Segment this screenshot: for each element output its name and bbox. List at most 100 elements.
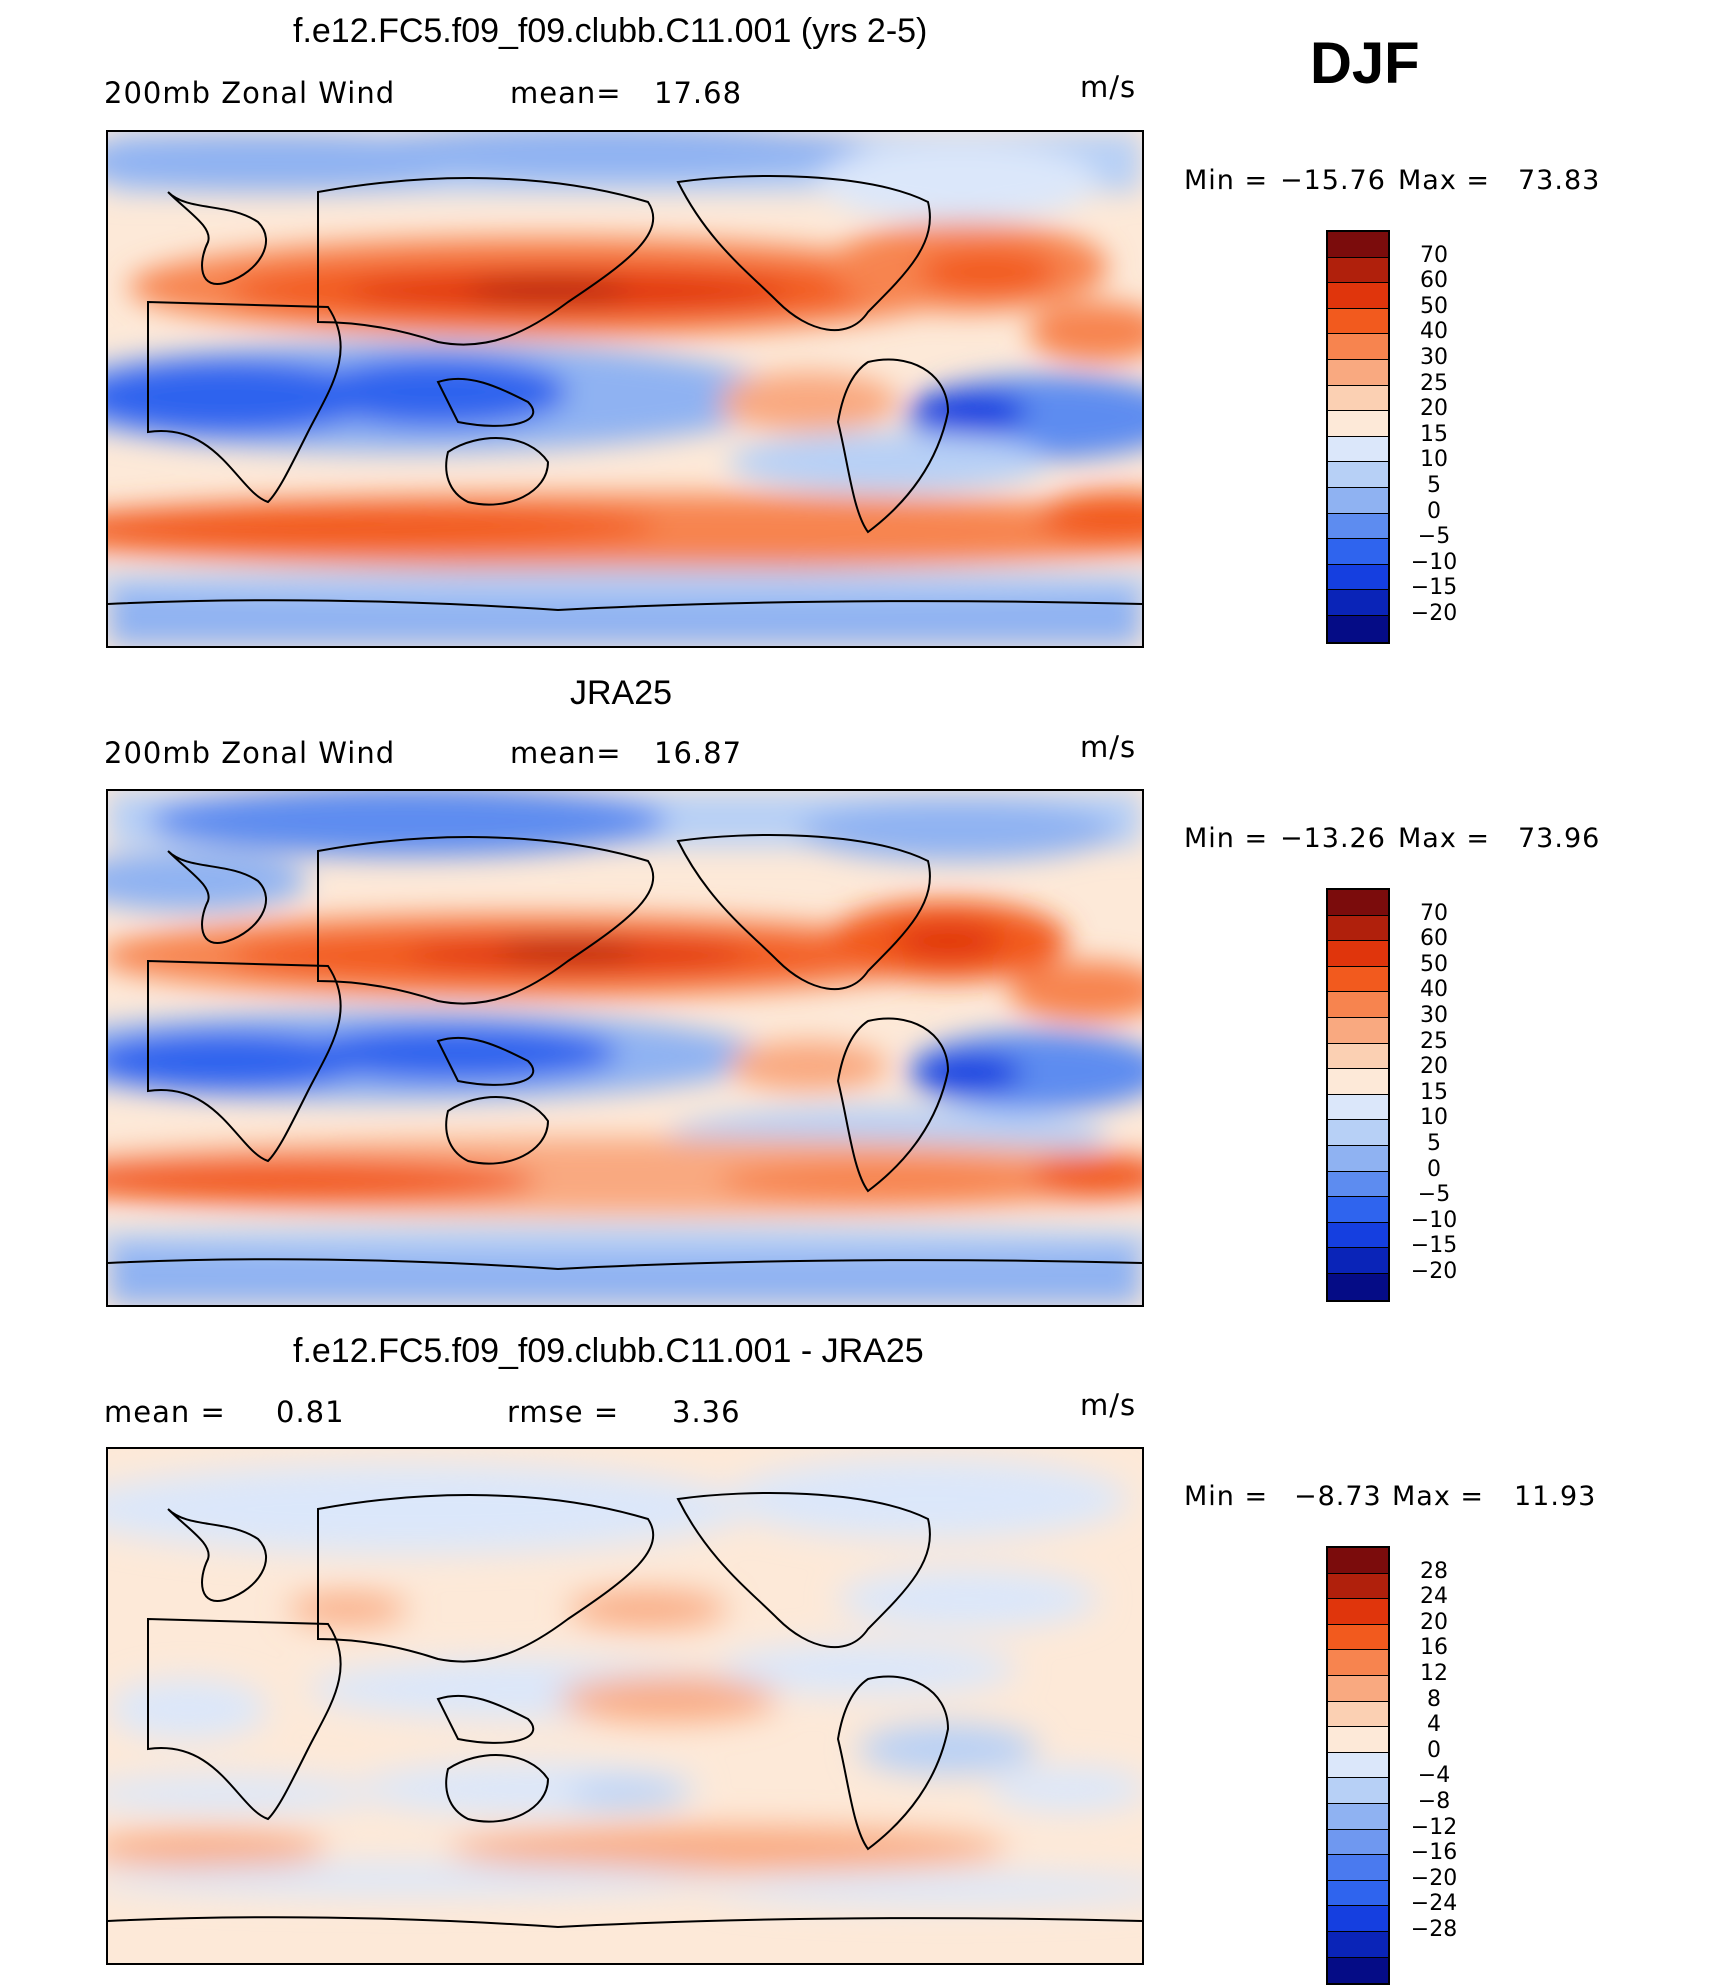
panel1-max-value: 73.83 xyxy=(1518,165,1601,196)
colorbar-tick-label: 70 xyxy=(1420,242,1448,268)
coastline-antarctica-1 xyxy=(108,599,1142,612)
panel3-colorbar xyxy=(1326,1546,1390,1985)
panel2-zonal-wind-field xyxy=(108,791,1142,1305)
panel3-difference-field xyxy=(108,1449,1142,1963)
colorbar-swatch xyxy=(1328,283,1388,309)
colorbar-tick-label: −15 xyxy=(1410,575,1458,601)
colorbar-tick-label: −20 xyxy=(1410,601,1458,626)
coastline-indonesia-3 xyxy=(436,1694,535,1744)
panel3-map xyxy=(106,1447,1144,1965)
colorbar-tick-label: −5 xyxy=(1417,1182,1451,1208)
panel2-variable-label: 200mb Zonal Wind xyxy=(104,736,396,770)
colorbar-swatch xyxy=(1328,1171,1388,1198)
colorbar-tick-label: −10 xyxy=(1410,1207,1458,1233)
panel3-rmse-value: 3.36 xyxy=(672,1395,741,1429)
panel3-mean-label: mean = xyxy=(104,1395,226,1429)
colorbar-swatch xyxy=(1328,1675,1388,1702)
colorbar-tick-label: 50 xyxy=(1420,951,1448,977)
coastline-asia-1 xyxy=(317,177,655,346)
colorbar-tick-label: 10 xyxy=(1420,1105,1448,1131)
panel3-rmse-label: rmse = xyxy=(507,1395,620,1429)
colorbar-tick-label: 15 xyxy=(1420,1079,1448,1105)
colorbar-swatch xyxy=(1328,462,1388,488)
coastline-australia-2 xyxy=(445,1096,550,1165)
season-label: DJF xyxy=(1310,31,1420,96)
colorbar-swatch xyxy=(1328,992,1388,1018)
coastline-australia-1 xyxy=(445,437,550,506)
colorbar-tick-label: −20 xyxy=(1410,1865,1458,1891)
coastline-indonesia-2 xyxy=(436,1036,535,1086)
colorbar-tick-label: 5 xyxy=(1427,1131,1441,1156)
colorbar-tick-label: 24 xyxy=(1420,1584,1448,1610)
coastline-europe-3 xyxy=(167,1508,268,1602)
colorbar-swatch xyxy=(1328,1043,1388,1070)
colorbar-swatch xyxy=(1328,890,1388,916)
colorbar-tick-label: 70 xyxy=(1420,900,1448,926)
colorbar-swatch xyxy=(1328,1957,1388,1984)
colorbar-tick-label: 40 xyxy=(1420,319,1448,345)
colorbar-swatch xyxy=(1328,1701,1388,1728)
colorbar-swatch xyxy=(1328,1145,1388,1172)
colorbar-swatch xyxy=(1328,308,1388,335)
colorbar-swatch xyxy=(1328,1829,1388,1856)
colorbar-swatch xyxy=(1328,1599,1388,1625)
colorbar-tick-label: 40 xyxy=(1420,977,1448,1003)
colorbar-swatch xyxy=(1328,334,1388,360)
colorbar-tick-label: 60 xyxy=(1420,926,1448,952)
colorbar-tick-label: −28 xyxy=(1410,1917,1458,1942)
panel2-mean-value: 16.87 xyxy=(654,736,743,770)
colorbar-tick-label: −16 xyxy=(1410,1840,1458,1866)
panel1-variable-label: 200mb Zonal Wind xyxy=(104,76,396,110)
colorbar-tick-label: 25 xyxy=(1420,370,1448,396)
coastline-indonesia-1 xyxy=(436,377,535,427)
colorbar-swatch xyxy=(1328,590,1388,616)
panel2-max-value: 73.96 xyxy=(1518,823,1601,854)
colorbar-swatch xyxy=(1328,941,1388,967)
colorbar-tick-label: 0 xyxy=(1427,498,1441,524)
panel3-min-label: Min = xyxy=(1184,1481,1269,1512)
colorbar-tick-label: −12 xyxy=(1410,1814,1458,1840)
colorbar-swatch xyxy=(1328,1778,1388,1804)
panel3-units: m/s xyxy=(1080,1388,1137,1422)
panel3-max-value: 11.93 xyxy=(1514,1481,1597,1512)
colorbar-tick-label: 0 xyxy=(1427,1737,1441,1763)
colorbar-tick-label: 15 xyxy=(1420,421,1448,447)
colorbar-swatch xyxy=(1328,1803,1388,1830)
colorbar-tick-label: 0 xyxy=(1427,1156,1441,1182)
panel1-map xyxy=(106,130,1144,648)
colorbar-swatch xyxy=(1328,1624,1388,1651)
coastline-north-america-1 xyxy=(676,175,931,331)
colorbar-tick-label: −5 xyxy=(1417,524,1451,550)
colorbar-tick-label: 30 xyxy=(1420,345,1448,370)
panel2-title: JRA25 xyxy=(570,674,673,712)
panel1-colorbar xyxy=(1326,230,1390,644)
colorbar-swatch xyxy=(1328,564,1388,591)
colorbar-tick-label: 20 xyxy=(1420,1609,1448,1635)
panel3-max-label: Max = xyxy=(1392,1481,1485,1512)
coastline-asia-3 xyxy=(317,1494,655,1663)
colorbar-tick-label: 5 xyxy=(1427,473,1441,498)
colorbar-swatch xyxy=(1328,1727,1388,1753)
colorbar-tick-label: 28 xyxy=(1420,1558,1448,1584)
coastline-africa-3 xyxy=(147,1617,342,1821)
colorbar-swatch xyxy=(1328,1573,1388,1600)
colorbar-tick-label: 12 xyxy=(1420,1661,1448,1686)
panel1-mean-value: 17.68 xyxy=(654,76,743,110)
panel1-mean-label: mean= xyxy=(510,76,622,110)
colorbar-swatch xyxy=(1328,1880,1388,1907)
colorbar-tick-label: 10 xyxy=(1420,447,1448,473)
coastline-north-america-3 xyxy=(676,1492,931,1648)
colorbar-swatch xyxy=(1328,1197,1388,1223)
colorbar-tick-label: 4 xyxy=(1427,1712,1441,1738)
coastline-antarctica-3 xyxy=(108,1916,1142,1929)
coastline-australia-3 xyxy=(445,1754,550,1823)
colorbar-swatch xyxy=(1328,1855,1388,1881)
colorbar-swatch xyxy=(1328,232,1388,258)
panel2-units: m/s xyxy=(1080,730,1137,764)
coastline-europe-1 xyxy=(167,191,268,285)
colorbar-swatch xyxy=(1328,539,1388,565)
colorbar-tick-label: −8 xyxy=(1417,1789,1451,1814)
colorbar-swatch xyxy=(1328,411,1388,437)
panel2-mean-label: mean= xyxy=(510,736,622,770)
colorbar-tick-label: 20 xyxy=(1420,396,1448,422)
